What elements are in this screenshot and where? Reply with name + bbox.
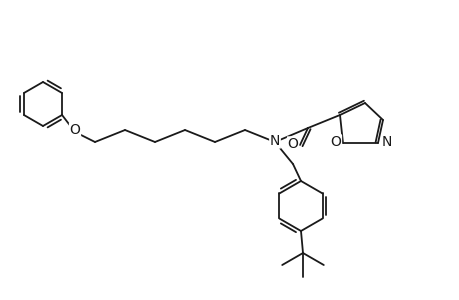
Text: O: O bbox=[330, 135, 341, 149]
Text: O: O bbox=[287, 137, 298, 151]
Text: N: N bbox=[269, 134, 280, 148]
Text: N: N bbox=[381, 135, 392, 149]
Text: O: O bbox=[69, 123, 80, 137]
